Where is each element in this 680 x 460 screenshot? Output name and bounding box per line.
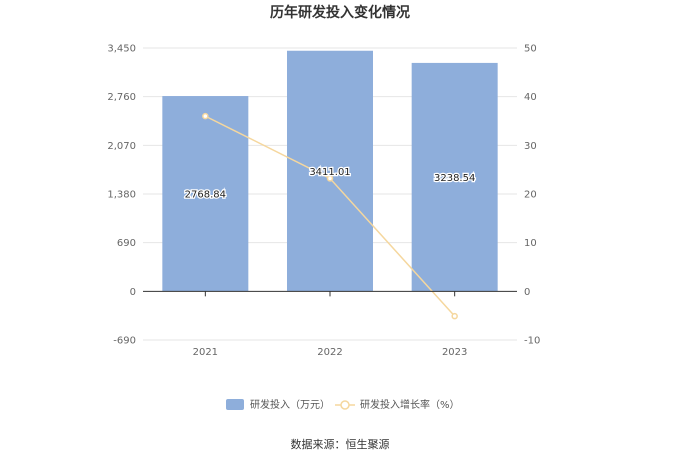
bar-value-label: 3411.01	[309, 167, 350, 178]
bar	[411, 62, 498, 292]
data-labels: 2768.84 3411.01 3238.54	[183, 166, 476, 202]
x-tick-label: 2021	[193, 347, 218, 358]
data-source: 数据来源：恒生聚源	[290, 438, 390, 451]
y-left-tick-label: 1,380	[107, 190, 136, 201]
legend[interactable]: 研发投入（万元） 研发投入增长率（%）	[226, 398, 460, 411]
y-left-tick-label: -690	[113, 336, 136, 347]
y-left-tick-label: 2,760	[107, 92, 136, 103]
bar	[287, 50, 373, 292]
bar-series	[162, 50, 498, 292]
y-right-tick-label: 10	[524, 238, 537, 249]
line-point	[202, 112, 209, 120]
y-left-tick-label: 690	[117, 238, 136, 249]
legend-bar-swatch	[226, 399, 244, 410]
line-point	[451, 312, 458, 320]
y-right-tick-label: 40	[524, 92, 537, 103]
growth-line-series	[202, 112, 458, 320]
y-right-tick-label: -10	[524, 336, 540, 347]
bar-value-label: 3238.54	[434, 173, 475, 184]
x-tick-label: 2022	[317, 347, 342, 358]
line-point	[326, 175, 334, 182]
bar	[162, 96, 249, 292]
legend-line-marker	[340, 400, 350, 410]
axes: 3,450 2,760 2,070 1,380 690 0 -690 50 40 30 20 10 0 -…	[107, 44, 540, 359]
y-right-tick-label: 50	[524, 44, 537, 55]
y-right-tick-label: 30	[524, 141, 537, 152]
y-left-tick-label: 2,070	[107, 141, 136, 152]
chart-title: 历年研发投入变化情况	[270, 5, 410, 21]
y-right-tick-label: 20	[524, 190, 537, 201]
x-tick-label: 2023	[442, 347, 467, 358]
bar-value-label: 2768.84	[185, 190, 226, 201]
y-left-tick-label: 3,450	[107, 44, 136, 55]
legend-line-label: 研发投入增长率（%）	[360, 398, 460, 411]
y-right-tick-label: 0	[524, 287, 530, 298]
y-left-tick-label: 0	[130, 287, 136, 298]
legend-bar-label: 研发投入（万元）	[250, 398, 330, 411]
